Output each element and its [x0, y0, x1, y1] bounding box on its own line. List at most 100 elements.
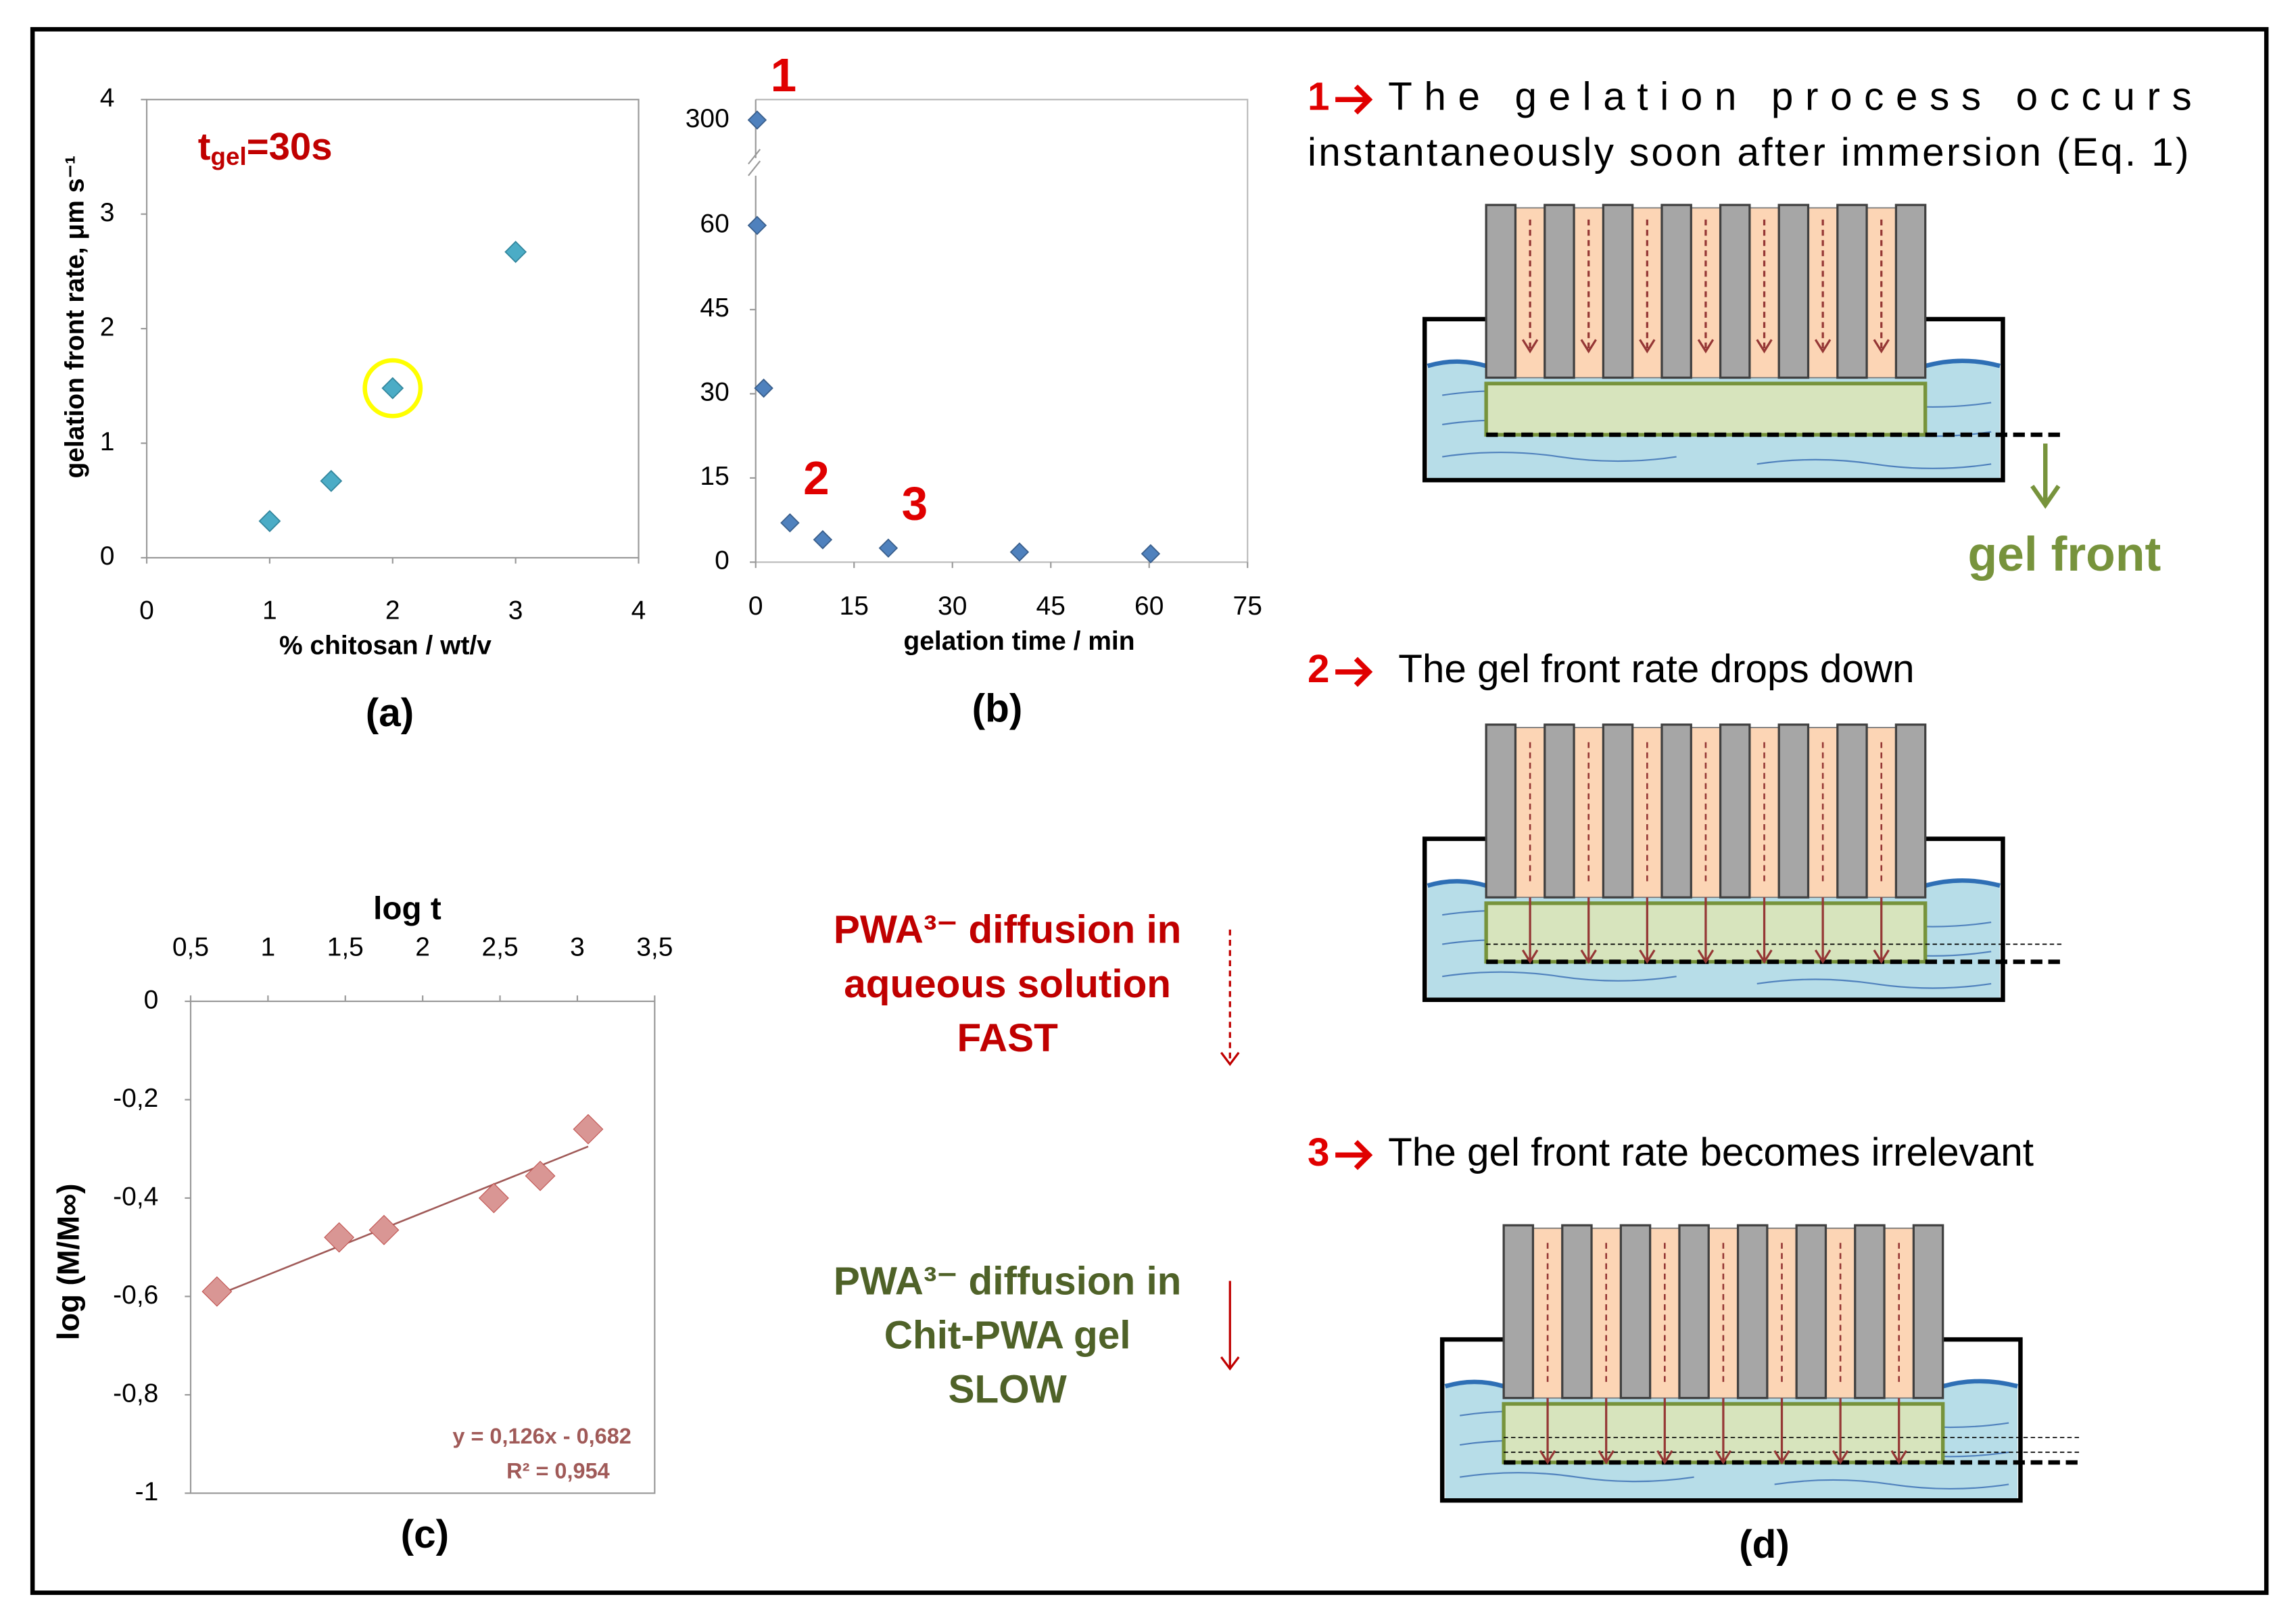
- point: [573, 1114, 604, 1145]
- diffusion-arrowhead: [1539, 1450, 1556, 1465]
- water-ripple: [1460, 1472, 2009, 1490]
- pillar: [1719, 204, 1751, 379]
- x-tick-label: 3,5: [636, 932, 673, 961]
- diffusion-arrowhead: [1220, 1051, 1240, 1066]
- point: [258, 510, 281, 533]
- y-tick-label: 300: [686, 104, 730, 133]
- point: [747, 110, 767, 130]
- x-tick-label: 2: [385, 596, 400, 625]
- pillar: [1602, 204, 1634, 379]
- water-ripple: [1442, 971, 1992, 989]
- trendline-r2: R² = 0,954: [506, 1459, 610, 1483]
- trendline: [216, 1145, 589, 1296]
- diffusion-arrowhead: [1220, 1356, 1240, 1371]
- step-arrow: [1335, 657, 1373, 687]
- pillar: [1544, 204, 1575, 379]
- point: [747, 216, 767, 235]
- cell-diagram: [1422, 204, 2065, 483]
- pillar: [1777, 723, 1810, 899]
- y-tick-label: -0,2: [113, 1084, 158, 1113]
- pillar: [1660, 204, 1692, 379]
- point: [324, 1222, 355, 1253]
- y-tick-label: 0: [144, 985, 159, 1014]
- y-tick-label: 60: [700, 210, 729, 239]
- step-text: The gelation process occurs: [1388, 75, 2192, 119]
- point: [878, 538, 899, 558]
- diffusion-arrowhead: [1715, 1450, 1732, 1465]
- x-tick-label: 1: [261, 932, 276, 961]
- x-axis-label: % chitosan / wt/v: [279, 631, 492, 660]
- pillar: [1619, 1224, 1652, 1400]
- diffusion-arrowhead: [1521, 949, 1539, 964]
- diffusion-arrowhead: [1890, 1450, 1907, 1465]
- panel-label: (b): [972, 687, 1023, 731]
- diffusion-arrowhead: [1580, 949, 1597, 964]
- pillar: [1561, 1224, 1593, 1400]
- y-tick-label: -0,6: [113, 1281, 158, 1310]
- highlight-ring: [362, 358, 423, 419]
- point: [1009, 542, 1030, 562]
- water-surface: [1427, 878, 2001, 888]
- diffusion-arrowhead: [1814, 949, 1832, 964]
- diffusion-text: FAST: [957, 1016, 1058, 1060]
- step-number: 2: [1308, 647, 1330, 691]
- diffusion-arrowhead: [1521, 339, 1539, 354]
- annotation-rest: =30s: [247, 125, 333, 168]
- trendline-equation: y = 0,126x - 0,682: [452, 1424, 631, 1448]
- x-tick-label: 1: [262, 596, 277, 625]
- point: [504, 241, 527, 263]
- pillar: [1894, 723, 1927, 899]
- diffusion-arrowhead: [1814, 339, 1832, 354]
- diffusion-arrowhead: [1873, 339, 1890, 354]
- y-axis-label: gelation front rate, μm s⁻¹: [60, 156, 89, 478]
- annotation-sub: gel: [211, 143, 247, 170]
- x-tick-label: 3: [508, 596, 523, 625]
- step-arrow: [1335, 85, 1373, 115]
- pillar: [1502, 1224, 1535, 1400]
- container: [1422, 316, 2005, 483]
- y-tick-label: -1: [135, 1477, 159, 1506]
- x-tick-label: 15: [840, 592, 869, 621]
- y-axis-label: log (M/M∞): [51, 1183, 85, 1340]
- y-tick-label: 0: [100, 542, 115, 571]
- pillar: [1736, 1224, 1769, 1400]
- water-surface: [1427, 358, 2001, 368]
- pillar: [1485, 204, 1517, 379]
- diffusion-arrowhead: [1656, 1450, 1673, 1465]
- pillar: [1795, 1224, 1827, 1400]
- y-tick-label: 4: [100, 84, 115, 113]
- pillar: [1894, 204, 1927, 379]
- step-text: The gel front rate drops down: [1398, 647, 1914, 691]
- diffusion-arrowhead: [1697, 949, 1715, 964]
- figure-border: [30, 27, 2269, 1595]
- step-number: 1: [1308, 75, 1330, 119]
- plot-frame: [189, 1000, 656, 1494]
- annotation: tgel=30s: [198, 125, 333, 170]
- x-tick-label: 0: [139, 596, 154, 625]
- axis-break: [748, 149, 761, 176]
- panel-label: (a): [366, 691, 414, 735]
- step-arrow: [1335, 1140, 1373, 1170]
- x-tick-label: 0,5: [172, 932, 209, 961]
- pillar: [1854, 1224, 1886, 1400]
- point-annotation: 3: [902, 477, 928, 529]
- pillar: [1777, 204, 1810, 379]
- annotation-t: t: [198, 125, 211, 168]
- pillar: [1836, 204, 1868, 379]
- diffusion-arrowhead: [1639, 949, 1656, 964]
- point: [754, 378, 773, 398]
- diffusion-text: PWA³⁻ diffusion in: [834, 1259, 1182, 1303]
- container: [1439, 1337, 2023, 1503]
- gel-front-label: gel front: [1968, 527, 2161, 581]
- point: [780, 513, 800, 533]
- x-tick-label: 1,5: [327, 932, 364, 961]
- y-tick-label: 30: [700, 378, 729, 407]
- point: [813, 530, 833, 550]
- panel-label: (d): [1739, 1523, 1790, 1567]
- point-annotation: 2: [803, 452, 830, 504]
- diffusion-text: SLOW: [948, 1368, 1067, 1412]
- step-text: instantaneously soon after immersion (Eq…: [1308, 130, 2189, 174]
- diffusion-text: PWA³⁻ diffusion in: [834, 908, 1182, 952]
- x-tick-label: 30: [938, 592, 967, 621]
